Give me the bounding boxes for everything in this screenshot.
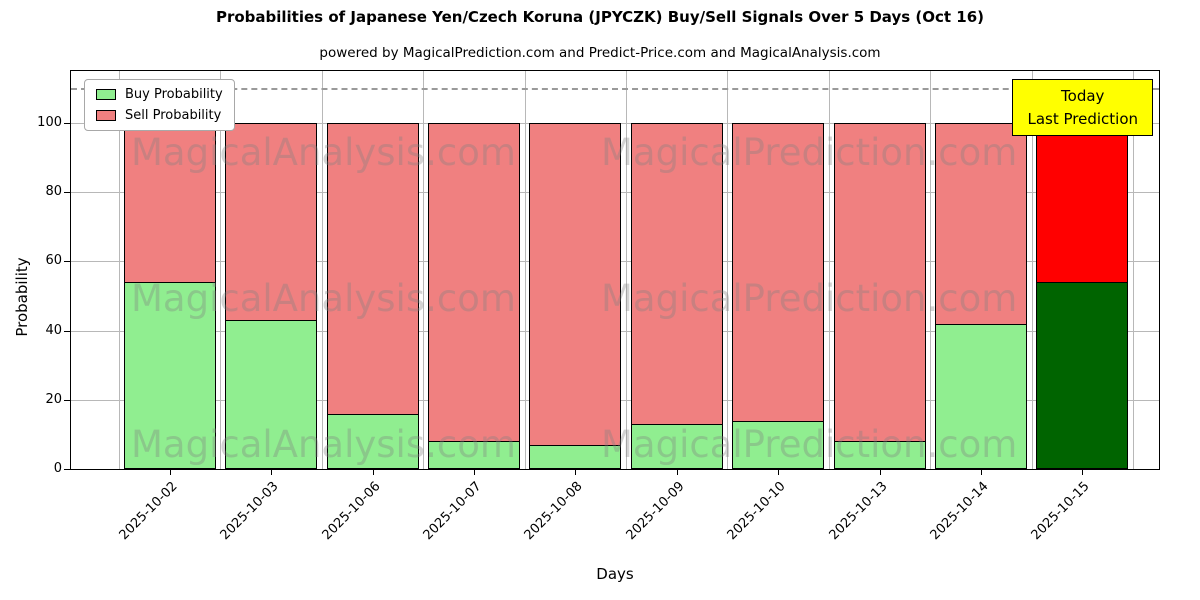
buy-color-swatch bbox=[96, 89, 116, 100]
legend-label-sell: Sell Probability bbox=[125, 108, 222, 123]
plot-area: Buy Probability Sell Probability Today L… bbox=[70, 70, 1160, 470]
y-tick-label: 100 bbox=[37, 114, 62, 130]
x-tick-mark bbox=[271, 470, 273, 475]
x-tick-mark bbox=[473, 470, 475, 475]
legend-item-buy: Buy Probability bbox=[96, 87, 223, 102]
bar-sell-2025-10-02 bbox=[123, 122, 216, 284]
bar-sell-2025-10-14 bbox=[934, 122, 1027, 325]
gridline-vertical bbox=[626, 71, 627, 469]
bar-sell-2025-10-09 bbox=[630, 122, 723, 426]
bar-sell-2025-10-07 bbox=[427, 122, 520, 443]
dashed-threshold-line bbox=[71, 88, 1159, 91]
y-tick-mark bbox=[64, 122, 70, 124]
bar-buy-2025-10-14 bbox=[934, 323, 1027, 469]
bar-buy-2025-10-07 bbox=[427, 441, 520, 469]
bar-buy-2025-10-02 bbox=[123, 282, 216, 469]
y-tick-mark bbox=[64, 261, 70, 263]
x-tick-mark bbox=[676, 470, 678, 475]
gridline-vertical bbox=[321, 71, 323, 469]
bar-buy-2025-10-03 bbox=[225, 320, 318, 469]
y-tick-label: 0 bbox=[53, 461, 62, 476]
gridline-vertical bbox=[220, 71, 222, 469]
gridline-vertical bbox=[727, 71, 729, 469]
legend-label-buy: Buy Probability bbox=[125, 87, 223, 102]
bar-buy-2025-10-06 bbox=[326, 413, 419, 469]
annotation-line1: Today bbox=[1061, 87, 1105, 105]
bar-sell-2025-10-06 bbox=[326, 122, 419, 415]
y-tick-mark bbox=[64, 469, 70, 470]
bar-sell-2025-10-13 bbox=[833, 122, 926, 443]
bar-sell-2025-10-15 bbox=[1036, 122, 1129, 284]
y-tick-mark bbox=[64, 399, 70, 401]
x-tick-mark bbox=[1082, 470, 1084, 475]
y-tick-label: 40 bbox=[45, 322, 62, 338]
x-tick-mark bbox=[169, 470, 171, 475]
bar-buy-2025-10-13 bbox=[833, 441, 926, 469]
today-annotation: Today Last Prediction bbox=[1012, 79, 1153, 136]
y-tick-label: 60 bbox=[45, 253, 62, 269]
y-tick-label: 20 bbox=[45, 391, 62, 407]
bar-buy-2025-10-09 bbox=[630, 424, 723, 469]
gridline-vertical bbox=[1133, 71, 1134, 469]
bar-sell-2025-10-03 bbox=[225, 122, 318, 322]
x-tick-mark bbox=[575, 470, 577, 475]
gridline-vertical bbox=[828, 71, 830, 469]
y-tick-mark bbox=[64, 330, 70, 332]
y-axis-label: Probability bbox=[13, 257, 31, 337]
gridline-vertical bbox=[524, 71, 526, 469]
x-tick-mark bbox=[879, 470, 881, 475]
bar-buy-2025-10-15 bbox=[1036, 282, 1129, 469]
annotation-line2: Last Prediction bbox=[1027, 109, 1138, 128]
bar-sell-2025-10-08 bbox=[529, 122, 622, 446]
x-tick-mark bbox=[778, 470, 780, 475]
y-tick-label: 80 bbox=[45, 184, 62, 200]
bar-buy-2025-10-08 bbox=[529, 444, 622, 469]
x-tick-mark bbox=[980, 470, 982, 475]
chart-title: Probabilities of Japanese Yen/Czech Koru… bbox=[215, 8, 985, 26]
y-tick-mark bbox=[64, 192, 70, 194]
x-axis-label: Days bbox=[596, 565, 634, 583]
gridline-vertical bbox=[1031, 71, 1033, 469]
bar-buy-2025-10-10 bbox=[732, 420, 825, 469]
gridline-vertical bbox=[119, 71, 120, 469]
legend: Buy Probability Sell Probability bbox=[84, 79, 235, 131]
x-tick-mark bbox=[372, 470, 374, 475]
bar-sell-2025-10-10 bbox=[732, 122, 825, 422]
sell-color-swatch bbox=[96, 110, 116, 121]
chart-subtitle: powered by MagicalPrediction.com and Pre… bbox=[319, 45, 881, 61]
gridline-vertical bbox=[930, 71, 932, 469]
gridline-vertical bbox=[423, 71, 425, 469]
legend-item-sell: Sell Probability bbox=[96, 108, 223, 123]
